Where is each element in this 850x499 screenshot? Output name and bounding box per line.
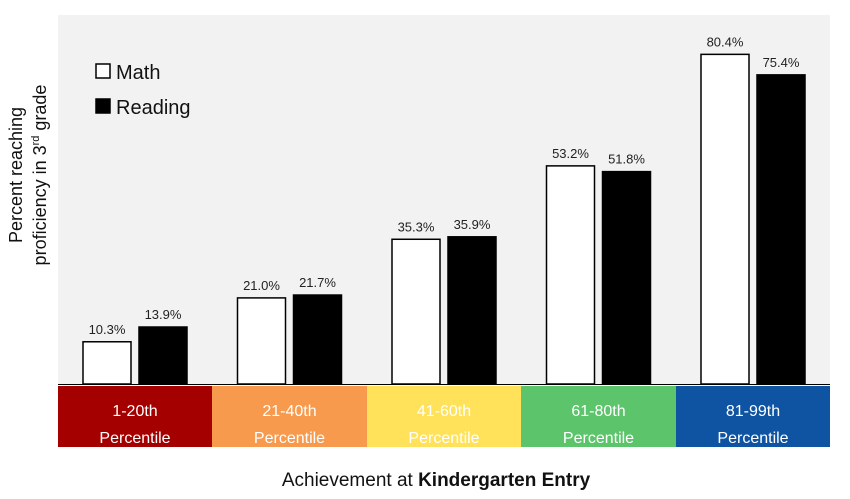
data-label-math-1: 10.3% [89, 322, 126, 337]
bar-math-3 [391, 238, 441, 385]
category-sublabel-1: Percentile [99, 430, 170, 447]
category-label-3: 41-60th [417, 403, 471, 420]
data-label-reading-5: 75.4% [763, 55, 800, 70]
value-labels: 10.3% 13.9% 21.0% 21.7% 35.3% 35.9% 53.2% 51.8%… [89, 34, 800, 336]
bar-reading-5 [756, 74, 806, 385]
bar-math-4 [545, 165, 596, 385]
category-sublabel-5: Percentile [717, 430, 788, 447]
category-label-4: 61-80th [571, 403, 625, 420]
category-band-2 [212, 386, 367, 447]
bar-reading-3 [447, 236, 497, 385]
category-band-3 [367, 386, 521, 447]
data-label-math-3: 35.3% [398, 219, 435, 234]
category-band-4 [521, 386, 676, 447]
category-sublabel-2: Percentile [254, 430, 325, 447]
category-label-1: 1-20th [112, 403, 157, 420]
legend-swatch-reading [95, 98, 111, 114]
bar-reading-4 [601, 170, 652, 385]
legend-label-reading: Reading [116, 97, 191, 119]
data-label-reading-4: 51.8% [608, 152, 645, 167]
bar-math-5 [700, 53, 750, 385]
bar-reading-2 [292, 294, 343, 385]
category-label-5: 81-99th [726, 403, 780, 420]
legend-swatch-math [95, 63, 111, 79]
bar-reading-1 [138, 326, 188, 385]
legend-label-math: Math [116, 62, 160, 84]
bar-math-2 [236, 297, 287, 385]
data-label-reading-1: 13.9% [145, 307, 182, 322]
category-sublabel-3: Percentile [408, 430, 479, 447]
data-label-math-2: 21.0% [243, 278, 280, 293]
data-label-reading-3: 35.9% [454, 217, 491, 232]
x-axis-label: Achievement at Kindergarten Entry [282, 470, 591, 491]
bar-math-1 [82, 341, 132, 385]
category-label-2: 21-40th [262, 403, 316, 420]
category-band-5 [676, 386, 830, 447]
category-sublabel-4: Percentile [563, 430, 634, 447]
category-band-1 [58, 386, 212, 447]
data-label-reading-2: 21.7% [299, 275, 336, 290]
data-label-math-4: 53.2% [552, 146, 589, 161]
y-axis-label: Percent reaching proficiency in 3rd grad… [6, 85, 50, 266]
bars [58, 53, 830, 385]
data-label-math-5: 80.4% [707, 34, 744, 49]
y-axis-label-line2: proficiency in 3rd grade [30, 85, 50, 266]
category-bands: 1-20th Percentile 21-40th Percentile 41-60th… [58, 386, 830, 447]
y-axis-label-line1: Percent reaching [6, 107, 26, 243]
legend: Math Reading [95, 62, 191, 119]
